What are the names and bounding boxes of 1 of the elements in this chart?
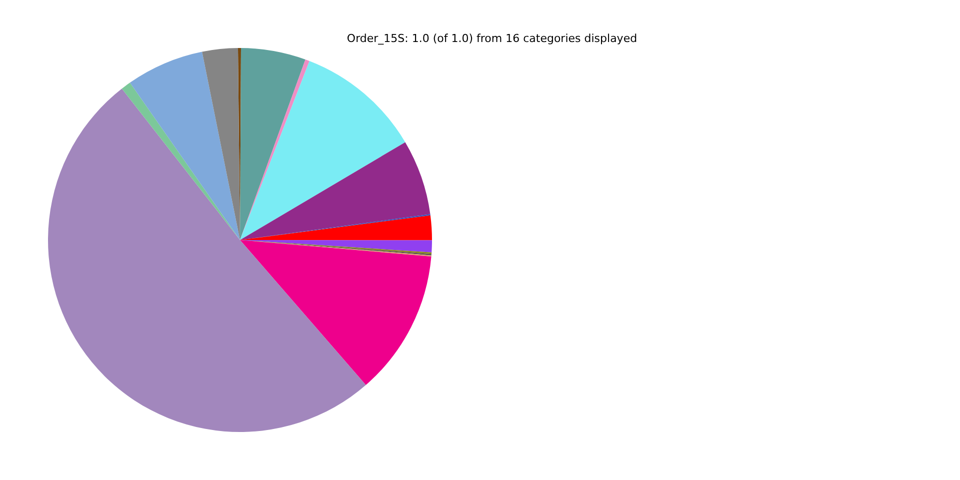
text: Order_15S: 1.0 (of 1.0) from 16 categories displayed — [346, 32, 638, 45]
